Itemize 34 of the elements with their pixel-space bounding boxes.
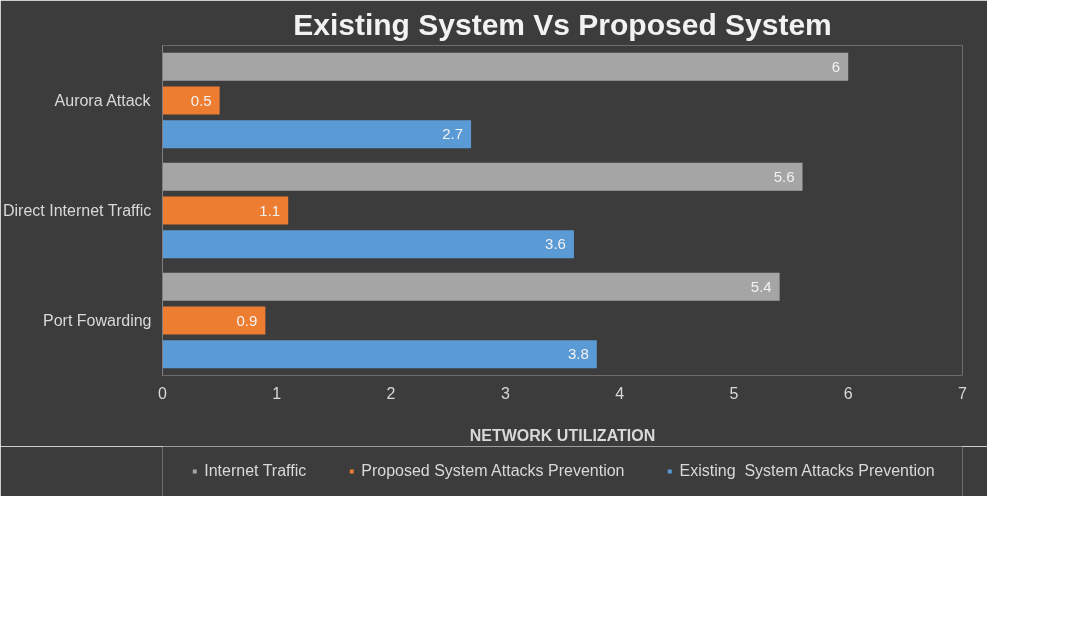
- y-tick-label: Direct Internet Traffic: [3, 202, 152, 219]
- x-tick-label: 3: [500, 384, 510, 402]
- bar: [162, 52, 849, 81]
- chart-title: Existing System Vs Proposed System: [293, 7, 832, 41]
- data-label: 3.8: [567, 345, 589, 363]
- data-label: 5.6: [773, 167, 795, 185]
- data-label: 2.7: [442, 125, 464, 143]
- data-label: 0.9: [236, 311, 258, 329]
- data-label: 3.6: [545, 235, 566, 253]
- bar: [162, 272, 780, 301]
- x-tick-label: 1: [272, 384, 282, 402]
- bar: [162, 120, 472, 149]
- data-label: 0.5: [190, 91, 212, 109]
- legend-label: Existing System Attacks Prevention: [679, 462, 935, 480]
- bar: [162, 196, 289, 225]
- x-tick-label: 6: [843, 384, 853, 402]
- x-tick-label: 4: [615, 384, 625, 402]
- data-label: 5.4: [750, 277, 772, 295]
- x-tick-label: 0: [158, 384, 168, 402]
- x-tick-label: 2: [386, 384, 396, 402]
- legend-label: Proposed System Attacks Prevention: [361, 462, 625, 480]
- bar: [162, 162, 803, 191]
- x-axis-title: NETWORK UTILIZATION: [469, 426, 656, 444]
- data-label: 6: [831, 57, 841, 75]
- bar: [162, 230, 574, 259]
- bar: [162, 340, 597, 369]
- y-tick-label: Aurora Attack: [54, 92, 152, 109]
- x-tick-label: 5: [729, 384, 739, 402]
- bar: [162, 306, 266, 335]
- data-label: 1.1: [259, 201, 281, 219]
- legend-label: Internet Traffic: [204, 462, 307, 480]
- y-tick-label: Port Fowarding: [43, 312, 152, 329]
- x-tick-label: 7: [958, 384, 968, 402]
- bar: [162, 86, 220, 115]
